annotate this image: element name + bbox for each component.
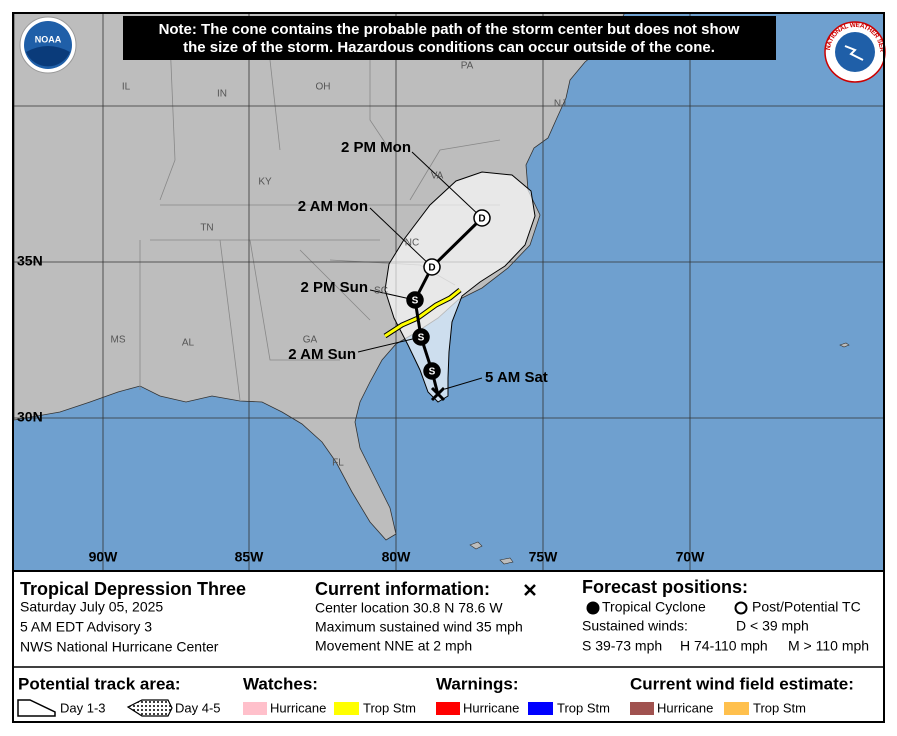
hurricane-swatch [436,702,460,715]
forecast-marker [473,209,491,227]
forecast-time-label: 2 PM Mon [341,139,411,156]
legend-label: Trop Stm [363,700,416,715]
marker-letter: S [418,333,425,344]
longitude-label: 80W [382,549,412,565]
longitude-label: 90W [89,549,119,565]
current-title: Current information: [315,579,490,599]
forecast-marker [423,258,441,276]
state-label: GA [303,335,318,346]
day45-icon [126,699,173,717]
hurricane-swatch [630,702,654,715]
marker-letter: D [428,263,435,274]
hurricane-swatch [243,702,267,715]
storm-swatch [528,702,553,715]
state-label: IN [217,89,227,100]
current-position [430,386,446,402]
current-detail: Center location 30.8 N 78.6 W [315,600,503,616]
note-box [123,16,776,60]
current-x [524,584,536,596]
wind-class: M > 110 mph [788,638,869,654]
tropical-storm-watch [384,288,461,338]
marker-letter: S [412,296,419,307]
note-line: the size of the storm. Hazardous conditi… [183,39,715,56]
forecast-legend: Tropical Cyclone [602,599,706,615]
state-label: NJ [554,99,566,110]
latitude-label: 30N [17,409,43,425]
legend-label: Day 4-5 [175,700,221,715]
storm-title: Tropical Depression Three [20,579,246,599]
forecast-time-label: 5 AM Sat [485,369,548,386]
storm-detail: 5 AM EDT Advisory 3 [20,619,152,635]
noaa-text: NOAA [35,34,62,44]
longitude-label: 85W [235,549,265,565]
current-detail: Maximum sustained wind 35 mph [315,619,523,635]
storm-detail: NWS National Hurricane Center [20,639,219,655]
leader-lines [357,151,483,390]
legend-label: Hurricane [657,700,713,715]
storm-swatch [334,702,359,715]
current-symbol [524,584,536,596]
marker-letter: S [429,367,436,378]
state-label: VA [431,171,444,182]
current-detail: Movement NNE at 2 mph [315,638,472,654]
day13-icon [17,699,56,717]
longitude-label: 70W [676,549,706,565]
legend-title: Warnings: [436,674,518,693]
legend-label: Hurricane [270,700,326,715]
state-label: IL [122,82,131,93]
state-label: PA [461,61,474,72]
longitude-label: 75W [529,549,559,565]
forecast-marker [412,328,430,346]
tropical-cyclone-icon [586,601,600,615]
frame [12,12,885,723]
map: S S S D D IL IN OH PA NJ KY TN VA NC SC GA AL MS FL 35N 30N… [14,14,884,570]
state-label: AL [182,338,195,349]
state-label: TN [200,223,213,234]
state-label: NC [405,238,419,249]
latitude-label: 35N [17,253,43,269]
forecast-title: Forecast positions: [582,577,748,597]
islands [469,342,850,565]
forecast-time-label: 2 PM Sun [300,279,368,296]
note-line: Note: The cone contains the probable pat… [159,21,740,38]
forecast-marker [423,362,441,380]
legend-title: Watches: [243,674,318,693]
state-label: SC [374,286,388,297]
legend-title: Current wind field estimate: [630,674,854,693]
post-tc-icon [734,601,748,615]
storm-detail: Saturday July 05, 2025 [20,599,163,615]
legend-label: Hurricane [463,700,519,715]
state-label: OH [316,82,331,93]
forecast-time-label: 2 AM Sun [288,346,356,363]
state-label: FL [332,458,344,469]
marker-letter: D [478,214,485,225]
legend-label: Trop Stm [753,700,806,715]
wind-class: S 39-73 mph [582,638,662,654]
forecast-marker [406,291,424,309]
legend-title: Potential track area: [18,674,181,693]
winds-title: Sustained winds: [582,618,688,634]
legend-label: Trop Stm [557,700,610,715]
state-label: KY [258,177,272,188]
forecast-legend: Post/Potential TC [752,599,861,615]
state-label: MS [111,335,126,346]
noaa-logo: NOAA [19,16,77,74]
wind-class: H 74-110 mph [680,638,768,654]
wind-class: D < 39 mph [736,618,809,634]
forecast-time-label: 2 AM Mon [298,198,368,215]
storm-swatch [724,702,749,715]
legend-label: Day 1-3 [60,700,106,715]
